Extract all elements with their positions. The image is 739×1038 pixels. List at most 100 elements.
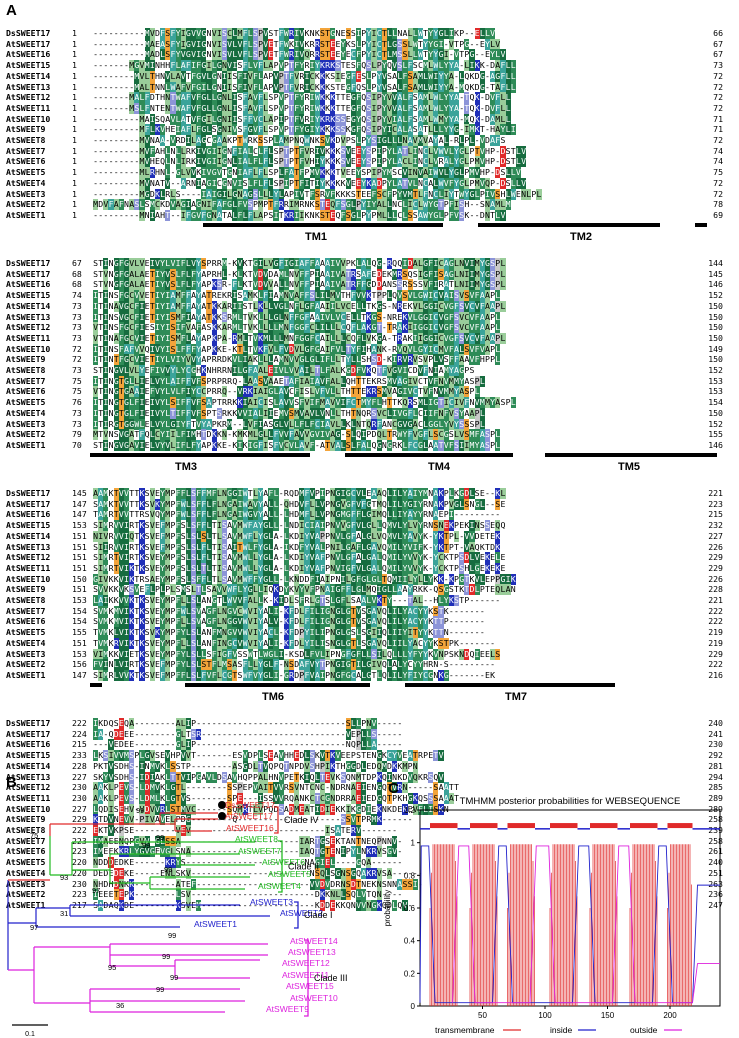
sequence-end: 289 <box>708 792 723 803</box>
sequence-name: AtSWEET6 <box>6 616 46 627</box>
sequence-end: 72 <box>713 188 723 199</box>
sequence-residues: PKTVSDHS-INMVKLSSTP--------ASGDLTVQPQTNP… <box>93 760 418 772</box>
sequence-end: 240 <box>708 718 723 728</box>
sequence-residues: ---------MNIAHT--IFGVFGNATALFLFLAPSITKRI… <box>93 209 506 221</box>
sequence-residues: SIMRVVIRTKSVEFMPFSLSFFLTISAVMWFAYGLL-LND… <box>93 520 506 532</box>
sequence-residues: NIVRVVIQTKSVEFMPFSLSLSLTLSAVMWFLYGLA-LKD… <box>93 530 501 542</box>
alignment-row: AtSWEET10 227 LQDISEHV-VDVVRLSTMVC------SQ… <box>0 803 739 815</box>
alignment-row: AtSWEET3 153 VIMKKVIETKSVEYMPFYLSLLSFIGFVS… <box>0 648 739 660</box>
bootstrap-value: 36 <box>116 1001 124 1010</box>
sequence-start: 1 <box>72 28 77 38</box>
sequence-start: 73 <box>72 407 82 418</box>
sequence-start: 1 <box>72 81 77 92</box>
sequence-residues: ---------MVHEQLNLIRKIVGIIGNLIALFLFLSPTPT… <box>93 156 527 168</box>
alignment-row: AtSWEET9 151 SVVKKVKSVEFLPLPLSMSLTLSAVVWFL… <box>0 584 739 596</box>
sequence-start: 73 <box>72 322 82 333</box>
sequence-name: AtSWEET8 <box>6 135 46 145</box>
sequence-start: 151 <box>72 584 87 595</box>
sequence-end: 281 <box>708 760 723 771</box>
sequence-start: 1 <box>72 145 77 156</box>
alignment-row: AtSWEET4 73 ITINGTGLFIEIVYLTIFFVFSPTSRKKVV… <box>0 407 739 419</box>
sequence-start: 156 <box>72 659 87 670</box>
sequence-residues: TVMKLVIKTKSVKYMPFYLSLANFMNGVVWVIYACL-KFD… <box>93 627 485 639</box>
sequence-start: 154 <box>72 605 87 616</box>
sequence-end: 155 <box>708 429 723 440</box>
sequence-end: 69 <box>713 209 723 220</box>
tm-label: TM4 <box>428 460 450 473</box>
bootstrap-value: 31 <box>60 909 68 918</box>
sequence-name: AtSWEET11 <box>6 102 51 113</box>
sequence-start: 155 <box>72 627 87 638</box>
sequence-start: 73 <box>72 418 82 429</box>
sequence-name: AtSWEET14 <box>6 300 51 311</box>
tm-label: TM2 <box>570 230 592 243</box>
sequence-residues: AAMKTVVTTKSVEYMPFFLSFFMFLNGGIWTLYAFL-RQD… <box>93 488 506 499</box>
sequence-residues: -------MGVMINHHFLAFIFGILGNVISFLVFLAPVPTF… <box>93 60 516 72</box>
sequence-name: AtSWEET4 <box>6 407 46 418</box>
sequence-end: 150 <box>708 332 723 343</box>
leaf-label: AtSWEET13 <box>288 947 336 957</box>
sequence-name: AtSWEET16 <box>6 509 51 520</box>
sequence-name: AtSWEET6 <box>6 156 46 167</box>
alignment-row: AtSWEET13 151 SIIRVVIRTKSVEFMPFSLSLFLTISAI… <box>0 541 739 553</box>
sequence-residues: IKDQSEQA--------ALIP--------------------… <box>93 718 403 729</box>
sequence-end: 228 <box>708 584 723 595</box>
sequence-residues: ---------MLRHNL-GLVVKIVGVTGNIAFLFLSPLFAT… <box>93 167 521 179</box>
sequence-end: 146 <box>708 439 723 450</box>
sequence-start: 151 <box>72 562 87 573</box>
x-tick-label: 100 <box>538 1011 552 1020</box>
alignment-row: AtSWEET15 233 LKSIVVMSPLGVSEVHPVVT-------E… <box>0 750 739 762</box>
leaf-marker-dot <box>218 812 226 820</box>
bootstrap-value: 99 <box>168 931 176 940</box>
sequence-name: AtSWEET1 <box>6 439 46 450</box>
sequence-start: 1 <box>72 124 77 135</box>
alignment-row: AtSWEET11 151 SIMRTVIKTKSVEYMPFSLSLTLTISAV… <box>0 562 739 574</box>
sequence-name: AtSWEET8 <box>6 365 46 375</box>
sequence-start: 233 <box>72 750 87 761</box>
sequence-residues: SKYVSDHS-IDIAKLTTVIPGAVLDSAVHQPPALHNVPET… <box>93 771 444 783</box>
sequence-end: 229 <box>708 552 723 563</box>
sequence-residues: ITINTFGCVIETIYLVIYVVYAPRRDKVLIAKLLLAMNVV… <box>93 354 501 366</box>
alignment-row: AtSWEET10 1 ---------MAISQAVLATVFGILGNIISF… <box>0 113 739 125</box>
sequence-end: 216 <box>708 669 723 680</box>
sequence-start: 1 <box>72 102 77 113</box>
sequence-name: AtSWEET12 <box>6 92 51 103</box>
bootstrap-value: 99 <box>162 952 170 961</box>
sequence-end: 72 <box>713 81 723 92</box>
tm-helix-marker <box>430 823 458 829</box>
sequence-name: AtSWEET15 <box>6 750 51 761</box>
alignment-row: AtSWEET2 223 IEEETEPK--------LSV----------… <box>0 889 739 901</box>
sequence-name: AtSWEET12 <box>6 552 51 563</box>
sequence-start: 220 <box>72 857 87 868</box>
sequence-end: 145 <box>708 268 723 279</box>
tm-segment-bar <box>203 222 443 227</box>
sequence-end: 73 <box>713 60 723 71</box>
sequence-residues: TAMRTVVTTRSVQYMPFWLSFFLFLNGAIWGVYALL-LHD… <box>93 509 501 521</box>
alignment-row: AtSWEET12 230 AAKLPEVS-LDMVKLGTL--------SS… <box>0 782 739 794</box>
sequence-name: AtSWEET15 <box>6 520 51 531</box>
sequence-residues: IMEEKKRLYGVGEVGLSNA---------------------… <box>93 846 403 858</box>
sequence-residues: SIMRTVIRTKSVEYMPFSLSLFLTISAVMWLLYGLA-LKD… <box>93 552 506 564</box>
sequence-residues: SAMKTVVTTKSVKYMPFWLSFFLFLNGAIWAVYALL-QHD… <box>93 498 506 510</box>
sequence-end: 67 <box>713 49 723 60</box>
clade-bracket <box>304 939 309 1017</box>
alignment-row: AtSWEET11 73 VTINAFGCVIETIYISMFLAYAPKPA-RM… <box>0 332 739 344</box>
tm-segment-bar <box>90 452 310 457</box>
leaf-label: AtSWEET9 <box>266 1004 309 1014</box>
sequence-residues: NHDHDNKK--------ATEF--------------------… <box>93 878 423 890</box>
sequence-end: 71 <box>713 113 723 124</box>
leaf-label: AtSWEET11 <box>282 970 329 980</box>
alignment-row: AtSWEET2 79 MTVNSVGATFQLCYIILFIMHTDKKN-KMK… <box>0 429 739 441</box>
tm-segment-bar <box>345 452 513 457</box>
alignment-row: AtSWEET16 1 ----------MADLSFYVGVIGNVISVLVF… <box>0 49 739 61</box>
tm-helix-marker <box>550 823 578 829</box>
panel-label-a: A <box>6 2 17 19</box>
leaf-marker-dot <box>218 801 226 809</box>
y-axis-label: probability <box>383 890 392 926</box>
alignment-row: AtSWEET2 156 FVINLVIRTKSVEFMPFYLSLSTFLMSAS… <box>0 659 739 671</box>
sequence-end: 223 <box>708 498 723 509</box>
sequence-residues: SIMRTVIKTKSVEYMPFSLSLTLTISAVMWLLYGLA-LKD… <box>93 562 506 574</box>
alignment-row: AtSWEET15 153 SIMRVVIRTKSVEFMPFSLSFFLTISAV… <box>0 520 739 532</box>
sequence-end: 258 <box>708 835 723 846</box>
sequence-start: 1 <box>72 156 77 167</box>
